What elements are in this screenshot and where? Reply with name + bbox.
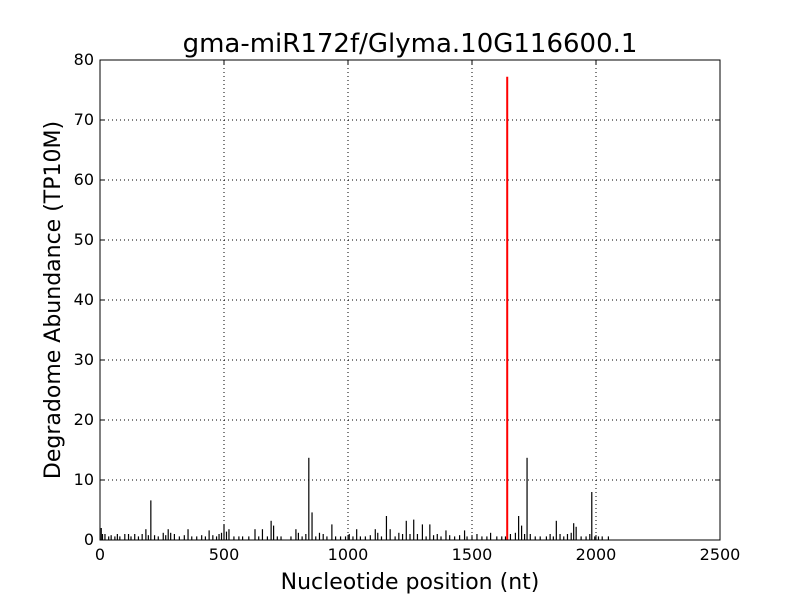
x-tick-label: 2000	[576, 545, 617, 564]
x-axis-title: Nucleotide position (nt)	[281, 570, 540, 595]
y-tick-label: 30	[74, 350, 94, 369]
y-axis-title: Degradome Abundance (TP10M)	[41, 121, 66, 479]
x-tick-label: 1000	[328, 545, 369, 564]
y-tick-label: 60	[74, 170, 94, 189]
y-tick-label: 40	[74, 290, 94, 309]
data-bars	[100, 76, 610, 540]
x-axis-ticks: 0 500 1000 1500 2000 2500	[95, 60, 740, 564]
x-tick-label: 2500	[700, 545, 741, 564]
grid	[100, 60, 720, 540]
y-tick-label: 10	[74, 470, 94, 489]
x-tick-label: 500	[209, 545, 240, 564]
y-tick-label: 20	[74, 410, 94, 429]
x-tick-label: 1500	[452, 545, 493, 564]
y-tick-label: 50	[74, 230, 94, 249]
x-tick-label: 0	[95, 545, 105, 564]
y-axis-ticks: 0 10 20 30 40 50 60 70 80	[74, 50, 720, 549]
chart-title: gma-miR172f/Glyma.10G116600.1	[183, 29, 638, 59]
y-tick-label: 70	[74, 110, 94, 129]
y-tick-label: 0	[84, 530, 94, 549]
y-tick-label: 80	[74, 50, 94, 69]
